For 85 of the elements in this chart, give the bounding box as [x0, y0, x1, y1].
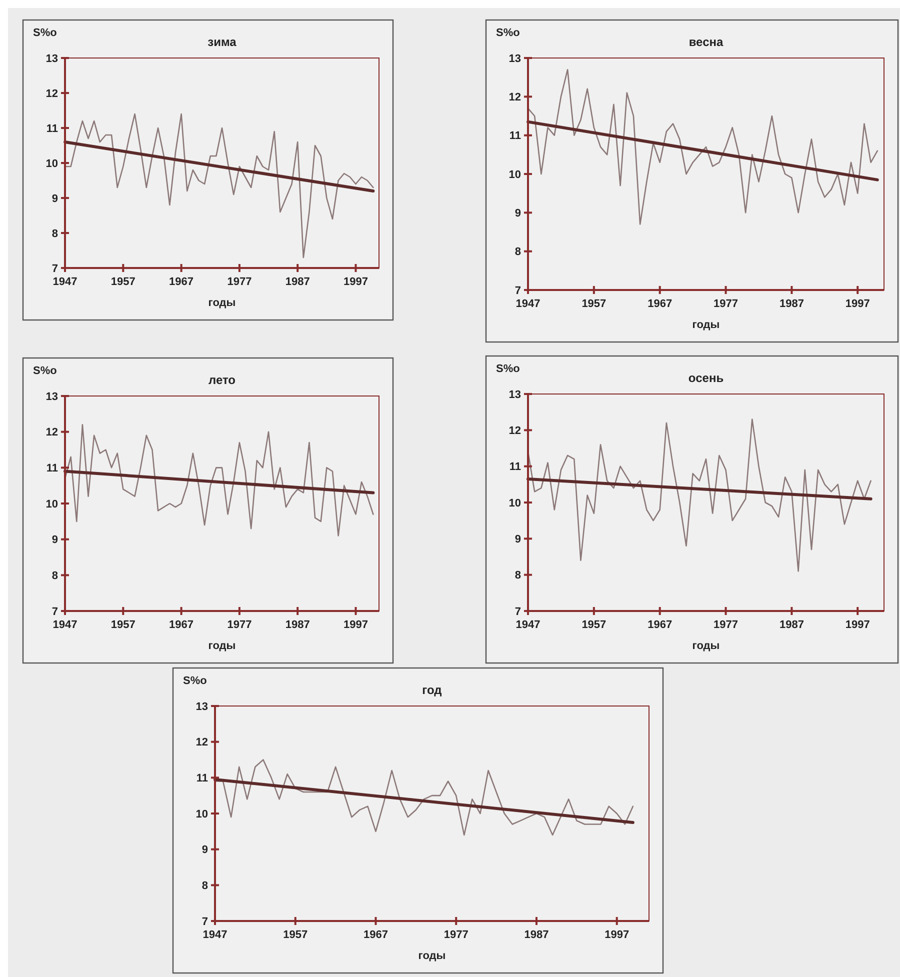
x-tick-label: 1957	[283, 929, 308, 941]
y-tick-label: 8	[52, 570, 58, 582]
x-tick-label: 1987	[285, 619, 310, 631]
x-tick-label: 1947	[516, 619, 540, 631]
x-tick-label: 1987	[285, 276, 310, 288]
line-series	[64, 424, 374, 536]
line-series	[214, 759, 634, 836]
x-axis-title: годы	[208, 640, 236, 652]
x-tick-label: 1997	[845, 619, 870, 631]
line-series	[64, 113, 374, 258]
y-tick-label: 7	[52, 606, 58, 618]
x-tick-label: 1967	[364, 929, 388, 941]
y-tick-label: 9	[52, 534, 58, 546]
x-tick-label: 1997	[845, 298, 870, 310]
chart-title: осень	[688, 371, 724, 385]
y-axis-title: S%o	[183, 675, 208, 687]
x-tick-label: 1997	[604, 929, 630, 941]
y-tick-label: 13	[46, 390, 58, 403]
x-tick-label: 1957	[582, 619, 606, 631]
y-axis-title: S%o	[496, 27, 520, 39]
y-tick-label: 13	[196, 700, 208, 713]
y-tick-label: 11	[46, 122, 58, 135]
x-tick-label: 1997	[344, 276, 368, 288]
y-tick-label: 13	[46, 52, 58, 65]
y-tick-label: 8	[202, 880, 208, 892]
x-axis-title: годы	[418, 950, 446, 962]
x-axis-title: годы	[692, 640, 720, 652]
chart-title: лето	[208, 373, 236, 387]
y-tick-label: 7	[52, 262, 58, 275]
x-tick-label: 1957	[110, 276, 136, 288]
x-tick-label: 1947	[202, 929, 228, 941]
y-tick-label: 11	[509, 461, 521, 474]
y-tick-label: 9	[52, 192, 58, 205]
chart-title: весна	[688, 35, 724, 49]
line-series	[527, 68, 878, 225]
x-tick-label: 1977	[444, 929, 468, 941]
y-tick-label: 11	[509, 130, 521, 142]
x-tick-label: 1967	[648, 298, 672, 310]
y-tick-label: 11	[196, 772, 208, 785]
x-tick-label: 1957	[582, 298, 606, 310]
y-tick-label: 12	[508, 425, 521, 438]
y-tick-label: 13	[508, 52, 521, 65]
x-tick-label: 1977	[714, 619, 738, 631]
y-tick-label: 10	[46, 158, 58, 170]
x-tick-label: 1977	[227, 619, 252, 631]
y-tick-label: 12	[46, 88, 58, 100]
x-tick-label: 1977	[714, 298, 738, 310]
y-axis-title: S%o	[33, 27, 58, 39]
x-tick-label: 1977	[227, 276, 252, 288]
y-tick-label: 8	[514, 246, 521, 258]
chart-title: год	[422, 683, 442, 697]
y-tick-label: 10	[46, 498, 58, 510]
y-tick-label: 11	[46, 462, 58, 475]
y-tick-label: 12	[508, 92, 521, 104]
x-tick-label: 1967	[169, 619, 194, 631]
y-tick-label: 12	[196, 736, 208, 749]
chart-title: зима	[208, 35, 237, 49]
y-tick-label: 9	[514, 534, 521, 546]
y-tick-label: 8	[52, 228, 58, 240]
x-tick-label: 1997	[344, 619, 368, 631]
x-tick-label: 1947	[516, 298, 540, 310]
x-tick-label: 1947	[52, 276, 78, 288]
y-tick-label: 13	[508, 388, 521, 401]
y-tick-label: 9	[202, 844, 208, 856]
y-tick-label: 7	[202, 916, 208, 928]
y-tick-label: 10	[508, 168, 521, 181]
y-tick-label: 12	[46, 426, 58, 439]
x-axis-title: годы	[692, 319, 720, 331]
y-axis-title: S%o	[496, 363, 520, 375]
x-tick-label: 1987	[779, 298, 804, 310]
y-axis-title: S%o	[33, 365, 58, 377]
x-tick-label: 1967	[169, 276, 194, 288]
x-tick-label: 1947	[52, 619, 78, 631]
x-tick-label: 1987	[524, 929, 549, 941]
y-tick-label: 7	[514, 284, 521, 297]
x-tick-label: 1957	[110, 619, 136, 631]
y-tick-label: 10	[196, 808, 208, 820]
line-series	[527, 418, 872, 572]
y-tick-label: 9	[514, 208, 521, 220]
y-tick-label: 8	[514, 570, 521, 582]
x-axis-title: годы	[208, 297, 236, 309]
x-tick-label: 1987	[779, 619, 804, 631]
y-tick-label: 7	[514, 606, 521, 618]
y-tick-label: 10	[508, 497, 521, 510]
x-tick-label: 1967	[648, 619, 672, 631]
